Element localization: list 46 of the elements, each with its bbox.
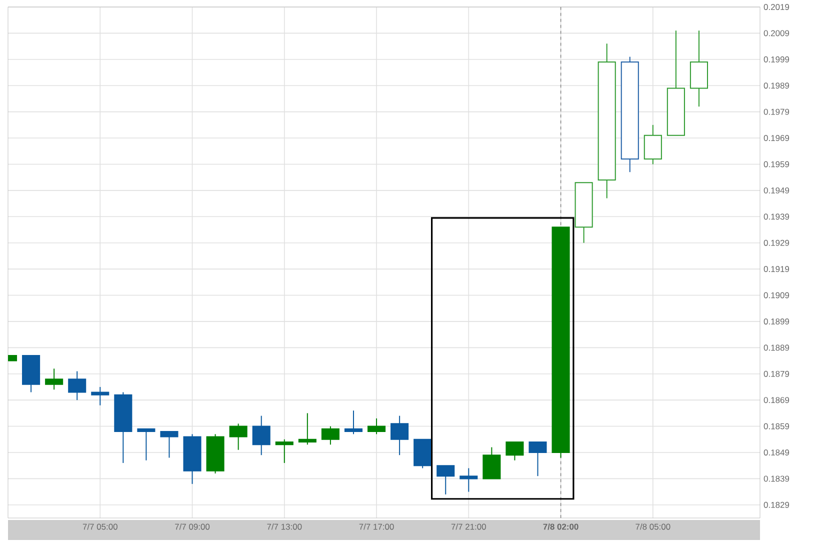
candlestick bbox=[528, 442, 547, 477]
candlestick bbox=[482, 446, 501, 480]
candlestick bbox=[436, 465, 455, 495]
y-tick-label: 0.2019 bbox=[764, 4, 790, 10]
candlestick bbox=[368, 418, 386, 435]
candlestick bbox=[91, 386, 110, 406]
candlestick bbox=[137, 428, 156, 461]
y-tick-label: 0.1969 bbox=[764, 135, 790, 142]
candlestick bbox=[460, 468, 478, 492]
y-tick-label: 0.1879 bbox=[764, 370, 790, 377]
x-tick-label: 7/7 13:00 bbox=[267, 524, 302, 530]
candlestick bbox=[390, 415, 409, 456]
candlestick bbox=[275, 438, 294, 464]
candlestick bbox=[68, 370, 86, 401]
x-tick-label: 7/7 05:00 bbox=[82, 524, 118, 530]
x-tick-label: 7/7 17:00 bbox=[359, 524, 394, 530]
x-tick-label: 7/8 05:00 bbox=[636, 524, 670, 530]
candlestick bbox=[644, 124, 662, 165]
y-tick-label: 0.1939 bbox=[764, 214, 790, 220]
x-tick-label: 7/7 09:00 bbox=[175, 524, 210, 530]
y-tick-label: 0.1929 bbox=[764, 240, 790, 246]
y-tick-label: 0.1869 bbox=[764, 397, 790, 404]
y-tick-label: 0.1989 bbox=[764, 82, 790, 89]
y-tick-label: 0.1949 bbox=[764, 187, 790, 194]
y-tick-label: 0.1959 bbox=[764, 161, 790, 168]
y-tick-label: 0.1889 bbox=[764, 344, 790, 351]
y-tick-label: 0.1909 bbox=[764, 292, 790, 298]
x-tick-label: 7/8 02:00 bbox=[543, 524, 578, 530]
y-tick-label: 0.1999 bbox=[764, 56, 790, 62]
candlestick bbox=[344, 410, 363, 435]
candlestick bbox=[160, 431, 178, 458]
y-tick-label: 0.1839 bbox=[764, 476, 790, 482]
candlestick bbox=[45, 368, 64, 390]
candlestick bbox=[321, 426, 340, 446]
candlestick bbox=[252, 415, 270, 456]
y-tick-label: 0.1829 bbox=[764, 502, 790, 508]
y-tick-label: 0.1849 bbox=[764, 449, 790, 456]
candlestick bbox=[298, 412, 316, 446]
y-tick-label: 0.1919 bbox=[764, 266, 790, 272]
candlestick bbox=[229, 423, 248, 450]
candlestick bbox=[506, 442, 524, 461]
y-tick-label: 0.2009 bbox=[764, 30, 790, 36]
y-tick-label: 0.1979 bbox=[764, 108, 790, 115]
x-tick-label: 7/7 21:00 bbox=[451, 524, 486, 530]
y-tick-label: 0.1859 bbox=[764, 423, 790, 430]
y-tick-label: 0.1899 bbox=[764, 318, 790, 324]
